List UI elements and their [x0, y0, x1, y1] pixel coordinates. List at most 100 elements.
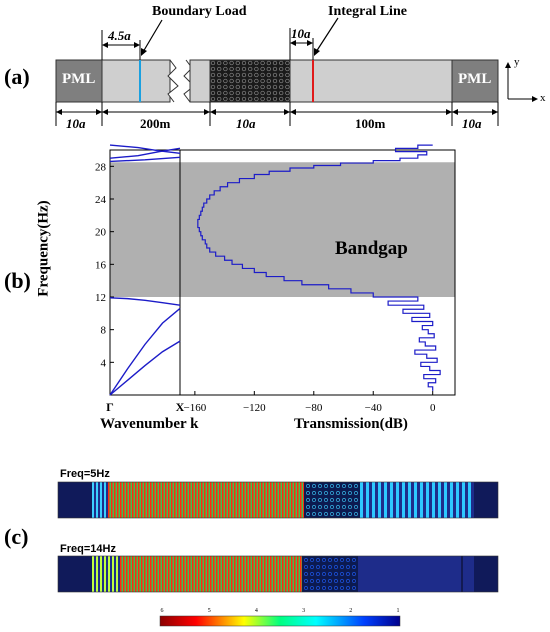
metamaterial-cell — [352, 586, 356, 590]
field-stripe — [414, 482, 417, 518]
metamaterial-cell — [260, 90, 265, 96]
y-tick-label: 8 — [101, 325, 107, 337]
metamaterial-cell — [266, 90, 271, 96]
metamaterial-cell — [304, 565, 308, 569]
field-stripe — [297, 556, 299, 592]
field-stripe — [280, 556, 282, 592]
field-stripe — [190, 556, 192, 592]
field-stripe — [181, 482, 183, 518]
xlabel-wavenumber: Wavenumber k — [100, 416, 199, 432]
dispersion-branch-0 — [109, 307, 181, 396]
field-stripe — [261, 482, 263, 518]
field-stripe — [130, 482, 132, 518]
metamaterial-cell — [235, 66, 240, 72]
field-stripe — [153, 482, 155, 518]
field-stripe — [172, 556, 174, 592]
field-stripe — [256, 482, 258, 518]
field-stripe — [432, 482, 435, 518]
field-stripe — [117, 482, 119, 518]
metamaterial-cell — [235, 84, 240, 90]
dim-label-2: 200m — [140, 116, 171, 131]
pml-region — [474, 482, 498, 518]
metamaterial-cell — [346, 586, 350, 590]
field-stripe — [166, 556, 168, 592]
metamaterial-cell — [241, 96, 247, 102]
metamaterial-cell — [217, 66, 222, 72]
field-stripe — [450, 482, 453, 518]
metamaterial-cell — [348, 491, 352, 495]
field-stripe — [207, 482, 209, 518]
metamaterial-cell — [318, 491, 322, 495]
field-stripe — [229, 556, 231, 592]
metamaterial-cell — [336, 512, 340, 516]
metamaterial-cell — [342, 491, 346, 495]
field-stripe — [267, 482, 269, 518]
metamaterial-cell — [312, 484, 316, 488]
metamaterial-cell — [254, 78, 259, 84]
field-stripe — [222, 556, 224, 592]
field-stripe — [184, 482, 186, 518]
metamaterial-cell — [235, 90, 240, 96]
metamaterial-cell — [316, 565, 320, 569]
field-stripe — [267, 556, 269, 592]
metamaterial-cell — [285, 72, 290, 78]
field-stripe — [285, 556, 287, 592]
field-stripe — [258, 556, 260, 592]
field-stripe — [295, 556, 297, 592]
dim-label-5: 10a — [462, 116, 482, 131]
pml-region — [58, 482, 92, 518]
field-stripe — [150, 556, 152, 592]
metamaterial-cell — [334, 565, 338, 569]
metamaterial-cell — [241, 72, 247, 78]
metamaterial-cell — [316, 579, 320, 583]
break-mark — [168, 60, 194, 102]
field-stripe — [276, 556, 278, 592]
x-tick-label-db: −40 — [365, 402, 383, 414]
dispersion-branch-5 — [109, 156, 181, 163]
field-stripe — [216, 482, 218, 518]
offset-right-label: 10a — [291, 26, 311, 41]
metamaterial-cell — [279, 84, 284, 90]
metamaterial-cell — [229, 60, 234, 66]
field-title-14hz: Freq=14Hz — [60, 543, 116, 555]
field-stripe — [286, 482, 288, 518]
colorbar-tick-label: 6 — [161, 608, 164, 614]
metamaterial-cell — [223, 96, 228, 102]
field-stripe — [162, 556, 164, 592]
metamaterial-cell — [322, 586, 326, 590]
field-stripe — [145, 556, 147, 592]
field-stripe — [135, 556, 137, 592]
field-stripe — [244, 482, 246, 518]
field-stripe — [201, 482, 203, 518]
metamaterial-cell — [266, 96, 271, 102]
field-stripe — [129, 482, 131, 518]
metamaterial-cell — [210, 84, 216, 90]
field-stripe — [240, 482, 242, 518]
metamaterial-cell — [330, 498, 334, 502]
field-stripe — [184, 556, 186, 592]
field-stripe — [232, 556, 234, 592]
field-stripe — [238, 482, 240, 518]
field-stripe — [157, 482, 159, 518]
field-stripe — [177, 556, 179, 592]
field-stripe — [226, 556, 228, 592]
field-stripe — [198, 482, 200, 518]
field-stripe — [202, 556, 204, 592]
metamaterial-cell — [241, 84, 247, 90]
metamaterial-cell — [229, 72, 234, 78]
field-stripe — [268, 482, 270, 518]
field-stripe — [156, 556, 158, 592]
field-stripe — [303, 482, 305, 518]
metamaterial-cell — [272, 78, 278, 84]
pml-region — [58, 556, 92, 592]
field-stripe — [264, 556, 266, 592]
panel-c-label: (c) — [4, 524, 29, 549]
field-stripe — [127, 556, 129, 592]
field-stripe — [132, 482, 134, 518]
metamaterial-cell — [328, 572, 332, 576]
field-stripe — [298, 482, 300, 518]
field-stripe — [283, 556, 285, 592]
metamaterial-cell — [310, 586, 314, 590]
field-stripe — [104, 556, 106, 592]
field-stripe — [138, 482, 140, 518]
